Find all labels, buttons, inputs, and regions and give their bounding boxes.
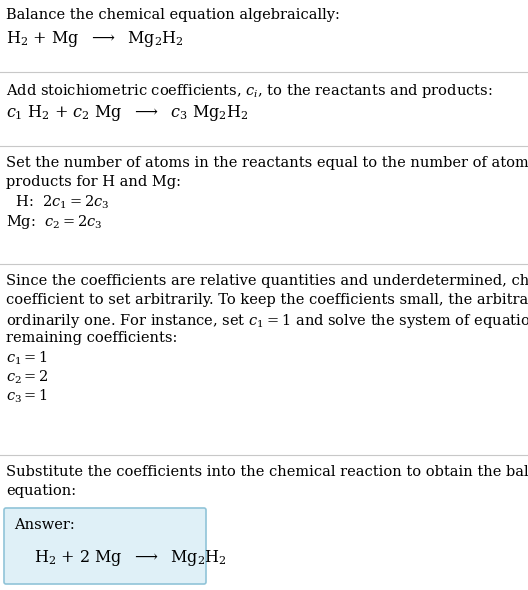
Text: ordinarily one. For instance, set $\mathit{c}_1 = 1$ and solve the system of equ: ordinarily one. For instance, set $\math… (6, 312, 528, 330)
Text: equation:: equation: (6, 484, 77, 498)
Text: Add stoichiometric coefficients, $\mathit{c}_i$, to the reactants and products:: Add stoichiometric coefficients, $\mathi… (6, 82, 493, 100)
Text: $\mathregular{H_2}$ + 2 Mg  $\longrightarrow$  $\mathregular{Mg_2H_2}$: $\mathregular{H_2}$ + 2 Mg $\longrightar… (34, 548, 227, 568)
Text: Mg:  $\mathit{c}_2 = 2\mathit{c}_3$: Mg: $\mathit{c}_2 = 2\mathit{c}_3$ (6, 213, 103, 231)
Text: $\mathit{c}_3 = 1$: $\mathit{c}_3 = 1$ (6, 388, 49, 405)
Text: H:  $2\mathit{c}_1 = 2\mathit{c}_3$: H: $2\mathit{c}_1 = 2\mathit{c}_3$ (6, 194, 110, 211)
Text: Since the coefficients are relative quantities and underdetermined, choose a: Since the coefficients are relative quan… (6, 274, 528, 288)
Text: $\mathit{c}_1$ $\mathregular{H_2}$ + $\mathit{c}_2$ Mg  $\longrightarrow$  $\mat: $\mathit{c}_1$ $\mathregular{H_2}$ + $\m… (6, 103, 249, 123)
Text: Substitute the coefficients into the chemical reaction to obtain the balanced: Substitute the coefficients into the che… (6, 465, 528, 479)
Text: Balance the chemical equation algebraically:: Balance the chemical equation algebraica… (6, 8, 340, 22)
Text: Answer:: Answer: (14, 518, 75, 532)
Text: coefficient to set arbitrarily. To keep the coefficients small, the arbitrary va: coefficient to set arbitrarily. To keep … (6, 293, 528, 307)
Text: remaining coefficients:: remaining coefficients: (6, 331, 178, 345)
Text: $\mathit{c}_1 = 1$: $\mathit{c}_1 = 1$ (6, 350, 49, 368)
Text: Set the number of atoms in the reactants equal to the number of atoms in the: Set the number of atoms in the reactants… (6, 156, 528, 170)
FancyBboxPatch shape (4, 508, 206, 584)
Text: products for H and Mg:: products for H and Mg: (6, 175, 181, 189)
Text: $\mathregular{H_2}$ + Mg  $\longrightarrow$  $\mathregular{Mg_2H_2}$: $\mathregular{H_2}$ + Mg $\longrightarro… (6, 29, 184, 49)
Text: $\mathit{c}_2 = 2$: $\mathit{c}_2 = 2$ (6, 369, 49, 386)
